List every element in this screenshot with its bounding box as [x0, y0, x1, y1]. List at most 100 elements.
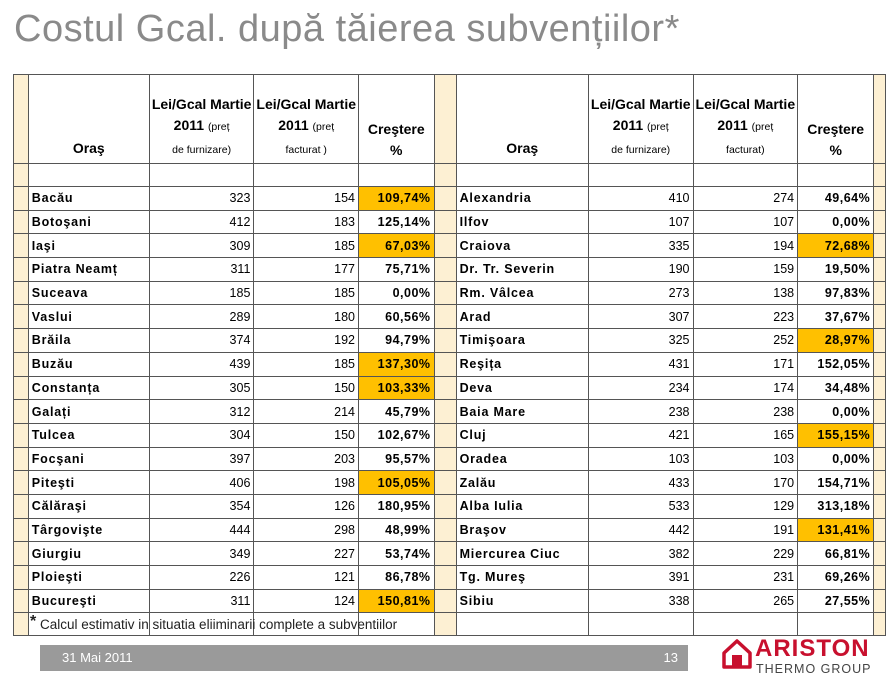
billed-price-cell: 180 — [253, 304, 359, 330]
supply-price-cell: 442 — [587, 517, 694, 543]
growth-cell: 150,81% — [358, 588, 435, 614]
city-cell: Tulcea — [27, 422, 150, 448]
growth-cell: 180,95% — [358, 493, 435, 519]
spacer-cell — [13, 351, 29, 377]
city-cell: Ploieşti — [27, 565, 150, 590]
table-row: Suceava 185 185 0,00% Rm. Vâlcea 273 138 97,83% — [13, 280, 886, 306]
city-cell: Bucureşti — [27, 588, 150, 614]
table-row: Vaslui 289 180 60,56% Arad 307 223 37,67% — [13, 304, 886, 330]
spacer-cell — [433, 280, 457, 306]
header-top: Lei/Gcal Martie — [151, 96, 252, 112]
growth-cell: 155,15% — [797, 422, 875, 448]
billed-price-cell: 185 — [253, 280, 359, 306]
header-note: facturat ) — [285, 144, 327, 156]
spacer-cell — [433, 422, 457, 448]
billed-price-cell: 231 — [692, 565, 799, 590]
spacer-cell — [873, 74, 886, 164]
header-growth-label: Creştere % — [367, 121, 425, 158]
growth-cell: 69,26% — [797, 565, 875, 590]
growth-cell: 109,74% — [358, 186, 435, 211]
supply-price-cell: 354 — [148, 493, 255, 519]
supply-price-cell: 273 — [587, 280, 694, 306]
supply-price-cell: 433 — [587, 470, 694, 495]
city-cell: Deva — [455, 375, 589, 401]
billed-price-cell: 129 — [692, 493, 799, 519]
spacer-cell — [13, 280, 29, 306]
header-note: (preț — [207, 121, 230, 133]
header-supply-price-right: Lei/Gcal Martie 2011 (preț de furnizare) — [587, 74, 694, 164]
spacer-cell — [13, 588, 29, 614]
city-cell: Reşița — [455, 351, 589, 377]
spacer-cell — [13, 257, 29, 282]
growth-cell: 67,03% — [358, 233, 435, 259]
billed-price-cell: 252 — [692, 328, 799, 353]
growth-cell: 27,55% — [797, 588, 875, 614]
growth-cell: 60,56% — [358, 304, 435, 330]
growth-cell: 53,74% — [358, 541, 435, 566]
spacer-cell — [873, 517, 886, 543]
spacer-cell — [433, 186, 457, 211]
blank-row — [13, 163, 886, 187]
billed-price-cell: 265 — [692, 588, 799, 614]
supply-price-cell: 421 — [587, 422, 694, 448]
city-cell: Cluj — [455, 422, 589, 448]
spacer-cell — [433, 493, 457, 519]
header-billed-price-right: Lei/Gcal Martie 2011 (preț facturat) — [692, 74, 799, 164]
page-title: Costul Gcal. după tăierea subvențiilor* — [14, 8, 680, 50]
supply-price-cell: 304 — [148, 422, 255, 448]
billed-price-cell: 126 — [253, 493, 359, 519]
city-cell: Timişoara — [455, 328, 589, 353]
spacer-cell — [433, 588, 457, 614]
supply-price-cell: 439 — [148, 351, 255, 377]
city-cell: Oradea — [455, 446, 589, 472]
spacer-cell — [873, 399, 886, 424]
billed-price-cell: 165 — [692, 422, 799, 448]
city-cell: Braşov — [455, 517, 589, 543]
spacer-cell — [433, 233, 457, 259]
city-cell: Sibiu — [455, 588, 589, 614]
supply-price-cell: 323 — [148, 186, 255, 211]
footnote-text: Calcul estimativ in situatia eliiminarii… — [40, 617, 398, 632]
billed-price-cell: 223 — [692, 304, 799, 330]
billed-price-cell: 124 — [253, 588, 359, 614]
spacer-cell — [13, 422, 29, 448]
growth-cell: 66,81% — [797, 541, 875, 566]
footer-date: 31 Mai 2011 — [62, 650, 133, 665]
spacer-cell — [13, 74, 29, 164]
growth-cell: 72,68% — [797, 233, 875, 259]
growth-cell: 37,67% — [797, 304, 875, 330]
table-row: Tulcea 304 150 102,67% Cluj 421 165 155,15% — [13, 422, 886, 448]
table-row: Giurgiu 349 227 53,74% Miercurea Ciuc 382 229 6… — [13, 541, 886, 566]
spacer-cell — [13, 209, 29, 235]
table-row: Constanța 305 150 103,33% Deva 234 174 34,48% — [13, 375, 886, 401]
city-cell: Alba Iulia — [455, 493, 589, 519]
billed-price-cell: 214 — [253, 399, 359, 424]
spacer-cell — [873, 565, 886, 590]
city-cell: Suceava — [27, 280, 150, 306]
spacer-cell — [873, 280, 886, 306]
spacer-cell — [13, 470, 29, 495]
header-top: Lei/Gcal Martie — [695, 96, 796, 112]
spacer-cell — [873, 470, 886, 495]
table-row: Galați 312 214 45,79% Baia Mare 238 238 0,00% — [13, 399, 886, 424]
billed-price-cell: 229 — [692, 541, 799, 566]
spacer-cell — [873, 257, 886, 282]
billed-price-cell: 150 — [253, 375, 359, 401]
growth-cell: 313,18% — [797, 493, 875, 519]
supply-price-cell: 325 — [587, 328, 694, 353]
growth-cell: 34,48% — [797, 375, 875, 401]
supply-price-cell: 335 — [587, 233, 694, 259]
growth-cell: 0,00% — [797, 399, 875, 424]
billed-price-cell: 150 — [253, 422, 359, 448]
spacer-cell — [873, 209, 886, 235]
city-cell: Tg. Mureş — [455, 565, 589, 590]
supply-price-cell: 391 — [587, 565, 694, 590]
spacer-cell — [873, 541, 886, 566]
footnote: * Calcul estimativ in situatia eliiminar… — [30, 613, 398, 632]
growth-cell: 103,33% — [358, 375, 435, 401]
spacer-cell — [433, 446, 457, 472]
billed-price-cell: 171 — [692, 351, 799, 377]
spacer-cell — [873, 304, 886, 330]
spacer-cell — [433, 375, 457, 401]
supply-price-cell: 412 — [148, 209, 255, 235]
